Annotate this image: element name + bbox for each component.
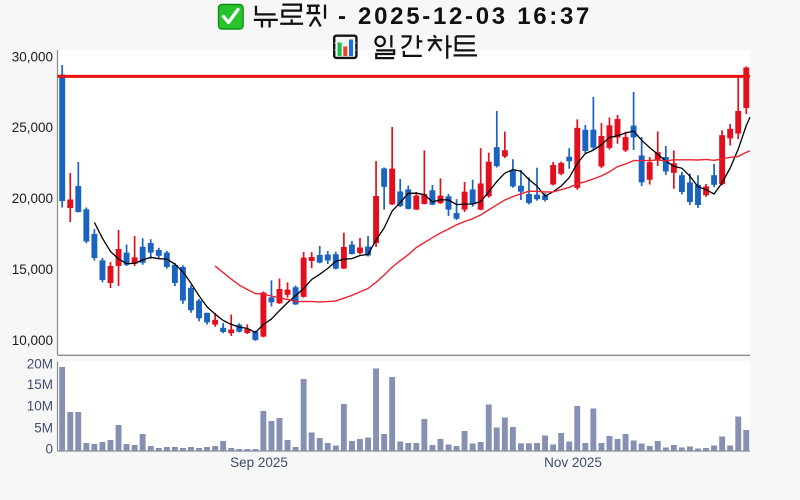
svg-text:- 2025-12-03 16:37: - 2025-12-03 16:37 — [338, 3, 592, 30]
svg-text:15M: 15M — [27, 377, 53, 392]
svg-text:30,000: 30,000 — [12, 50, 53, 65]
svg-text:10,000: 10,000 — [12, 333, 53, 348]
svg-text:0: 0 — [45, 442, 53, 457]
svg-text:25,000: 25,000 — [12, 120, 53, 135]
svg-text:20M: 20M — [27, 356, 53, 371]
svg-text:20,000: 20,000 — [12, 191, 53, 206]
svg-text:Nov 2025: Nov 2025 — [544, 455, 602, 470]
svg-text:15,000: 15,000 — [12, 262, 53, 277]
svg-text:10M: 10M — [27, 399, 53, 414]
svg-text:5M: 5M — [34, 421, 53, 436]
svg-text:Sep 2025: Sep 2025 — [230, 455, 288, 470]
